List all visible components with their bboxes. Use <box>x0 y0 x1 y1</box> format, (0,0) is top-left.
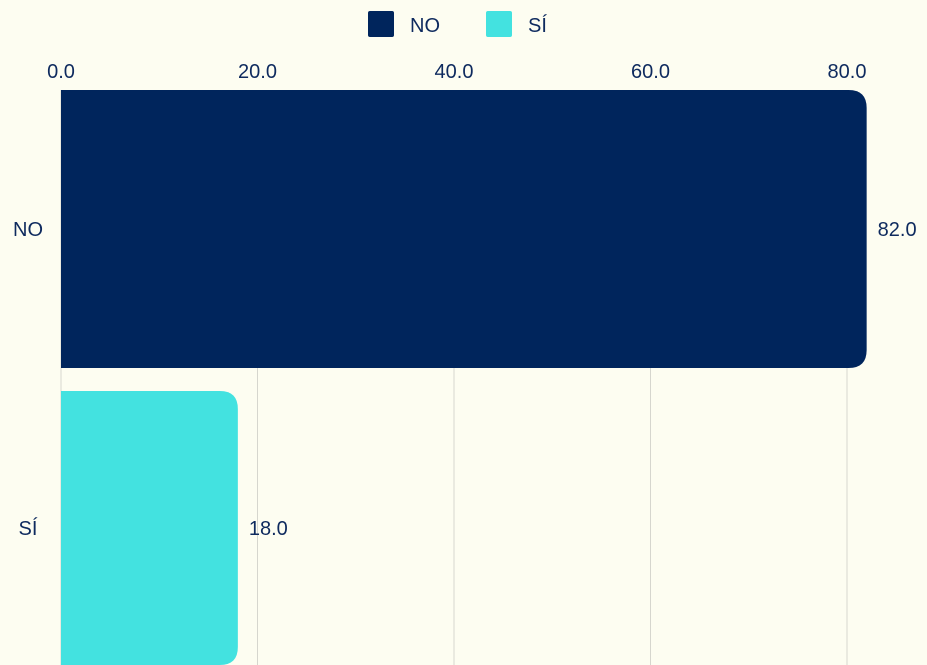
legend-swatch <box>368 11 394 37</box>
category-label: SÍ <box>19 517 38 540</box>
x-tick-label: 20.0 <box>238 61 277 83</box>
legend-label: NO <box>410 15 440 37</box>
x-tick-label: 80.0 <box>828 61 867 83</box>
legend-swatch <box>486 11 512 37</box>
bars <box>61 90 867 665</box>
labels: 0.0 20.0 40.0 60.0 80.0 NO 82.0 SÍ 18.0 <box>13 61 917 540</box>
x-tick-label: 40.0 <box>435 61 474 83</box>
bar-no <box>61 90 867 368</box>
category-label: NO <box>13 219 43 241</box>
x-tick-label: 0.0 <box>47 61 75 83</box>
data-label: 82.0 <box>878 219 917 241</box>
legend: NO SÍ <box>368 11 547 37</box>
bar-si <box>61 391 238 665</box>
data-label: 18.0 <box>249 518 288 540</box>
legend-label: SÍ <box>528 14 547 37</box>
x-tick-label: 60.0 <box>631 61 670 83</box>
